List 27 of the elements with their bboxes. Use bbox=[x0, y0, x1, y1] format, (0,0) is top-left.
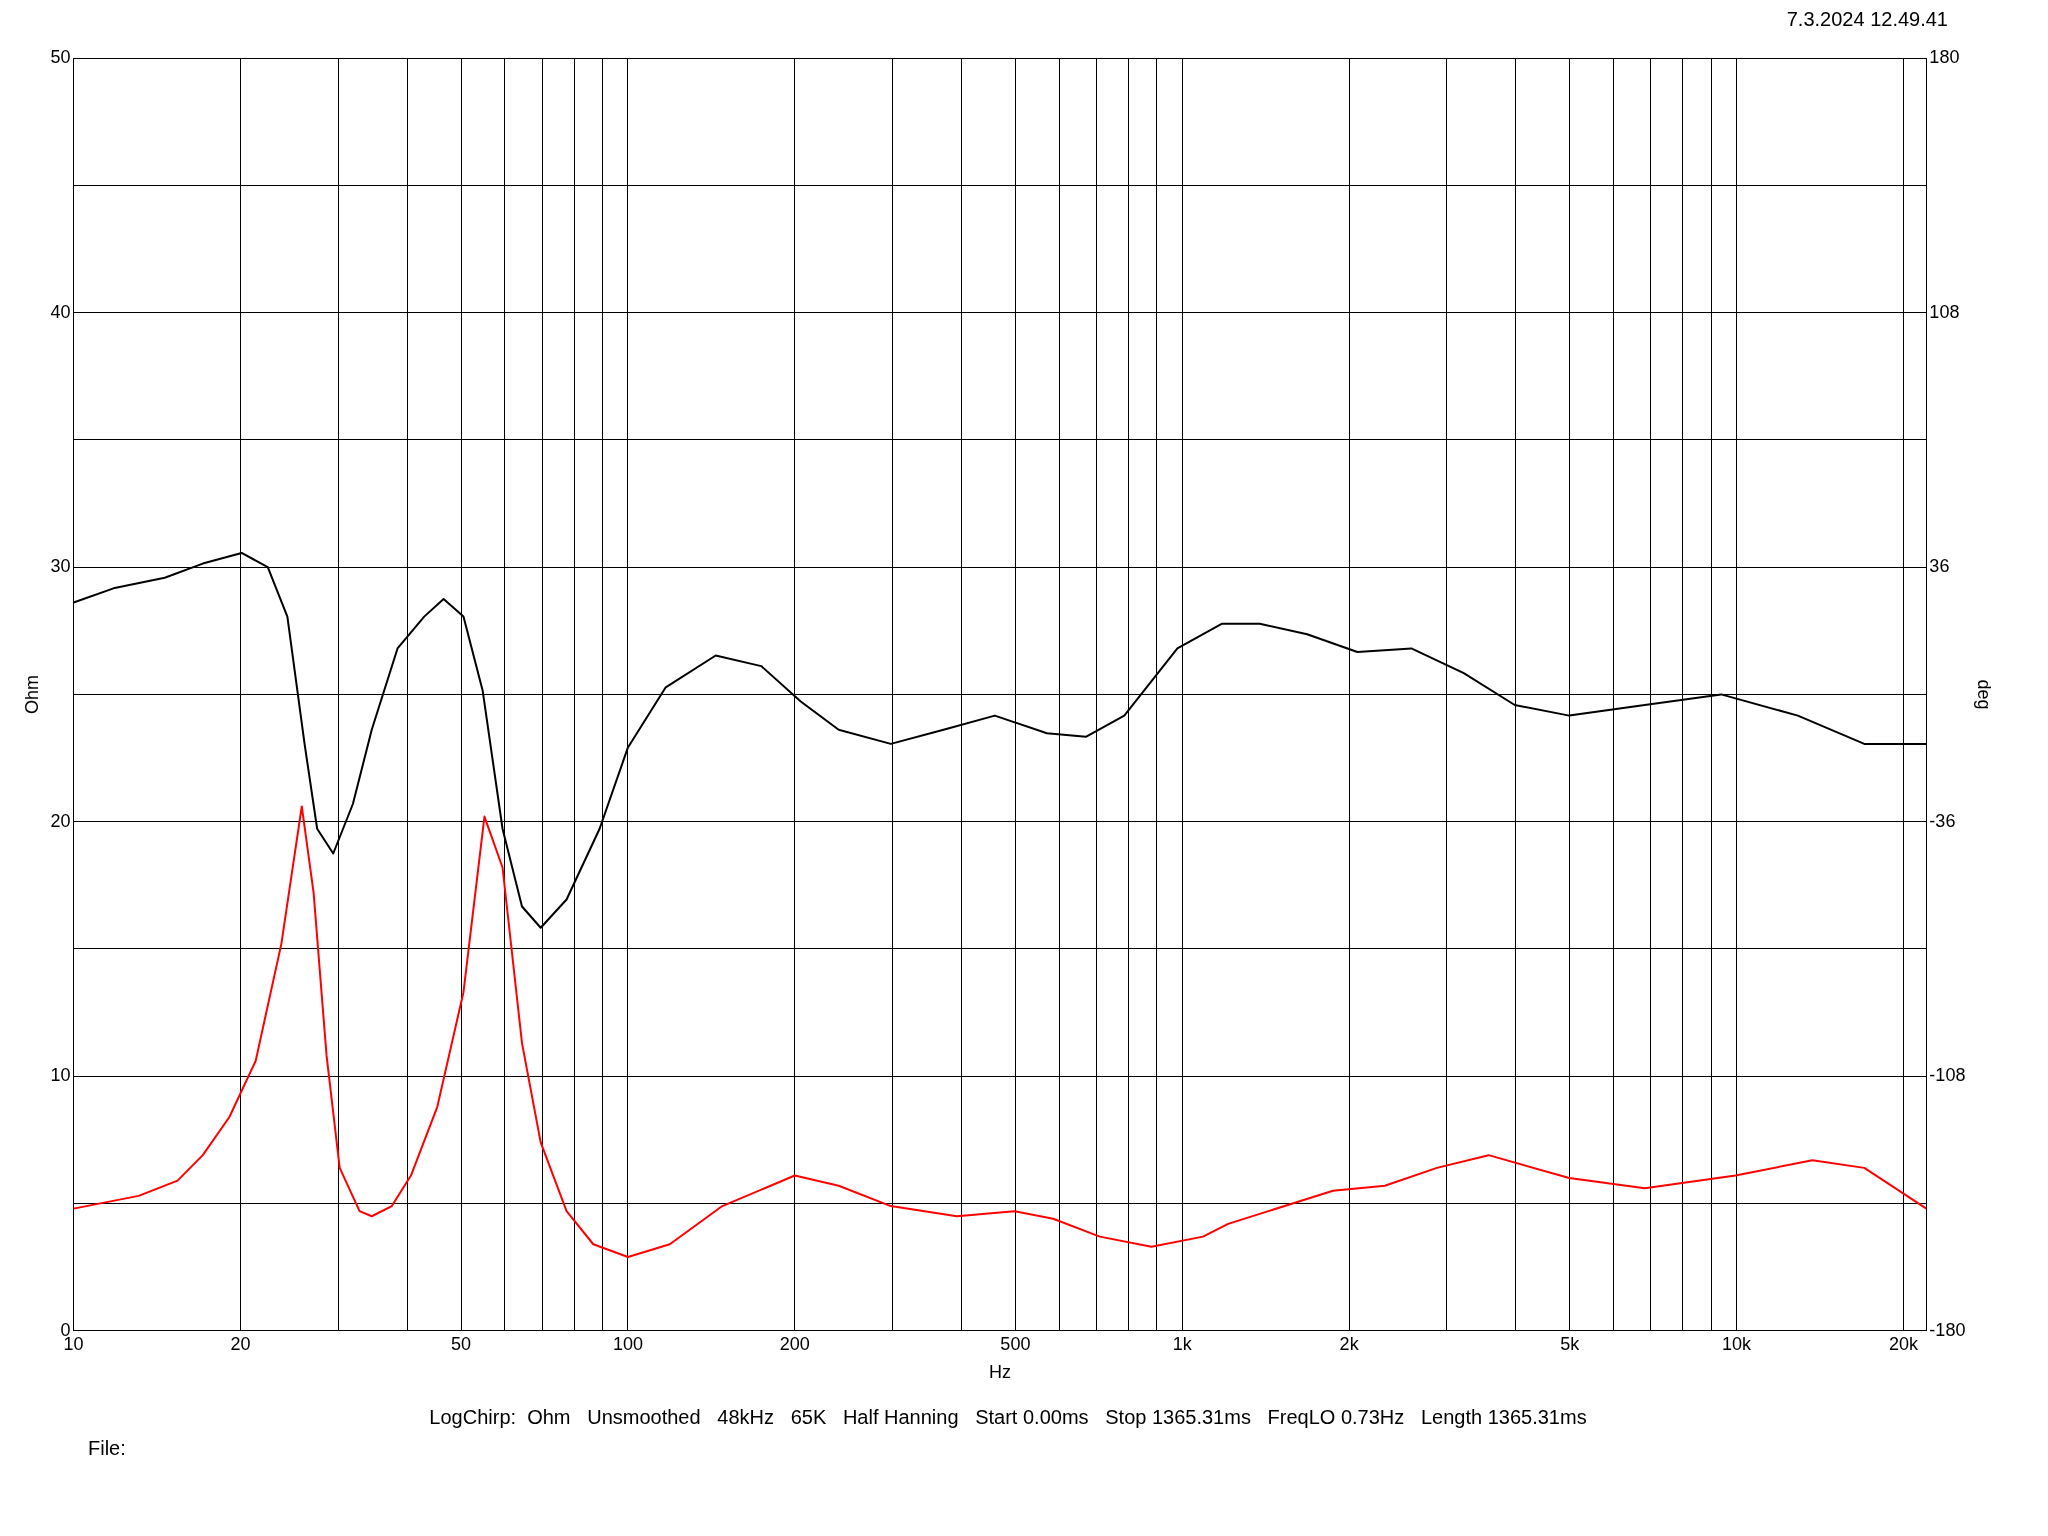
y2-tick-label: -180 bbox=[1929, 1319, 1966, 1340]
y2-tick-label: 36 bbox=[1929, 556, 1950, 577]
y-axis-title: Ohm bbox=[21, 674, 42, 714]
y-tick-label: 30 bbox=[50, 556, 71, 577]
x-tick-label: 10k bbox=[1722, 1333, 1753, 1354]
y-tick-label: 20 bbox=[50, 810, 71, 831]
text: LogChirp: Ohm Unsmoothed 48kHz 65K Half Hanning Start 0.00ms Stop 1365.31ms FreqLO 0.73Hz Length 1365.31ms bbox=[428, 1406, 1588, 1429]
y-tick-label: 10 bbox=[50, 1065, 71, 1086]
x-tick-label: 50 bbox=[451, 1333, 472, 1354]
y2-tick-label: 108 bbox=[1929, 301, 1960, 322]
x-tick-label: 5k bbox=[1560, 1333, 1581, 1354]
y-tick-label: 40 bbox=[50, 301, 71, 322]
x-tick-label: 20 bbox=[230, 1333, 251, 1354]
x-tick-label: 200 bbox=[779, 1333, 810, 1354]
x-axis-title: Hz bbox=[989, 1362, 1011, 1383]
text: File: bbox=[87, 1437, 127, 1460]
x-tick-label: 1k bbox=[1172, 1333, 1193, 1354]
y2-axis-title: deg bbox=[1974, 679, 1995, 710]
x-tick-label: 2k bbox=[1339, 1333, 1360, 1354]
y-tick-label: 50 bbox=[50, 46, 71, 67]
x-tick-label: 20k bbox=[1888, 1333, 1919, 1354]
y2-tick-label: -108 bbox=[1929, 1065, 1966, 1086]
y2-tick-label: -36 bbox=[1929, 810, 1956, 831]
x-tick-label: 500 bbox=[1000, 1333, 1031, 1354]
x-tick-label: 100 bbox=[612, 1333, 643, 1354]
y2-tick-label: 180 bbox=[1929, 46, 1960, 67]
text: 7.3.2024 12.49.41 bbox=[1785, 8, 1949, 32]
